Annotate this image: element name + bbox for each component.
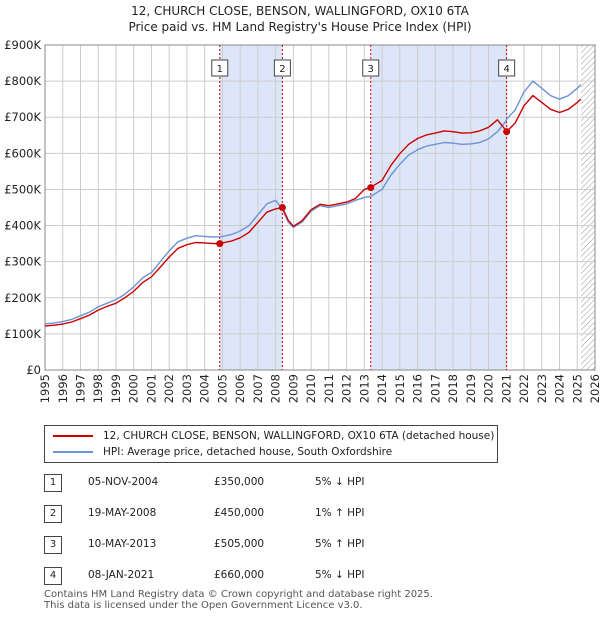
x-tick-label: 2007 xyxy=(251,374,265,403)
x-tick-label: 2000 xyxy=(127,374,141,403)
x-tick-label: 1998 xyxy=(91,374,105,403)
sale-number-box xyxy=(498,59,516,77)
x-tick-label: 2012 xyxy=(340,374,354,403)
sale-number: 1 xyxy=(44,474,62,492)
y-tick-label: £900K xyxy=(4,38,41,52)
x-tick-label: 2021 xyxy=(499,374,513,403)
x-tick-label: 2014 xyxy=(375,374,389,403)
legend-item-hpi: HPI: Average price, detached house, Sout… xyxy=(53,446,392,458)
x-tick-label: 1997 xyxy=(74,374,88,403)
shaded-period xyxy=(219,45,283,370)
x-tick-label: 2022 xyxy=(517,374,531,403)
y-tick-label: £500K xyxy=(4,182,41,196)
future-hatch xyxy=(580,45,595,370)
chart-subtitle: Price paid vs. HM Land Registry's House … xyxy=(128,20,472,34)
sale-point xyxy=(367,184,375,192)
sale-price: £660,000 xyxy=(214,569,265,581)
property-price-line xyxy=(44,94,582,327)
y-tick-label: £0 xyxy=(26,363,41,377)
x-tick-label: 2024 xyxy=(553,374,567,403)
sales-table: 1 05-NOV-2004 £350,000 5% ↓ HPI 2 19-MAY… xyxy=(44,474,424,598)
x-tick-label: 2025 xyxy=(570,374,584,403)
sale-row: 4 08-JAN-2021 £660,000 5% ↓ HPI xyxy=(44,567,424,598)
x-tick-label: 2023 xyxy=(535,374,549,403)
sale-hpi-diff: 5% ↓ HPI xyxy=(315,476,365,488)
sale-number-label: 3 xyxy=(368,64,374,75)
footer-license: This data is licensed under the Open Gov… xyxy=(44,600,363,611)
y-tick-label: £400K xyxy=(4,219,41,233)
x-tick-label: 2011 xyxy=(322,374,336,403)
y-tick-label: £600K xyxy=(4,146,41,160)
y-tick-label: £800K xyxy=(4,74,41,88)
sale-price: £505,000 xyxy=(214,538,265,550)
legend-line-property xyxy=(53,435,93,437)
x-tick-label: 2019 xyxy=(464,374,478,403)
footer: Contains HM Land Registry data © Crown c… xyxy=(44,589,433,611)
price-chart: £0 £100K £200K £300K £400K £500K £600K £700K £80… xyxy=(4,38,600,403)
x-tick-label: 2009 xyxy=(286,374,300,403)
sale-number: 4 xyxy=(44,567,62,585)
x-tick-label: 1995 xyxy=(38,374,52,403)
x-tick-label: 1999 xyxy=(109,374,123,403)
sale-hpi-diff: 1% ↑ HPI xyxy=(315,507,365,519)
x-tick-label: 2005 xyxy=(215,374,229,403)
legend-label-property: 12, CHURCH CLOSE, BENSON, WALLINGFORD, O… xyxy=(103,430,495,442)
x-tick-label: 2018 xyxy=(446,374,460,403)
x-tick-label: 1996 xyxy=(56,374,70,403)
legend: 12, CHURCH CLOSE, BENSON, WALLINGFORD, O… xyxy=(44,425,498,463)
sale-date: 10-MAY-2013 xyxy=(88,538,157,550)
legend-label-hpi: HPI: Average price, detached house, Sout… xyxy=(103,446,393,458)
x-tick-label: 2006 xyxy=(233,374,247,403)
x-tick-label: 2004 xyxy=(198,374,212,403)
hpi-line xyxy=(44,80,582,325)
sale-hpi-diff: 5% ↑ HPI xyxy=(315,538,365,550)
sale-date: 08-JAN-2021 xyxy=(88,569,155,581)
x-tick-label: 2010 xyxy=(304,374,318,403)
sale-row: 2 19-MAY-2008 £450,000 1% ↑ HPI xyxy=(44,505,424,536)
x-tick-label: 2026 xyxy=(588,374,600,403)
y-tick-label: £200K xyxy=(4,291,41,305)
sale-row: 3 10-MAY-2013 £505,000 5% ↑ HPI xyxy=(44,536,424,567)
sale-row: 1 05-NOV-2004 £350,000 5% ↓ HPI xyxy=(44,474,424,505)
footer-copyright: Contains HM Land Registry data © Crown c… xyxy=(44,589,433,600)
sale-date: 19-MAY-2008 xyxy=(88,507,157,519)
sale-hpi-diff: 5% ↓ HPI xyxy=(315,569,365,581)
legend-item-property: 12, CHURCH CLOSE, BENSON, WALLINGFORD, O… xyxy=(53,430,494,442)
x-tick-label: 2020 xyxy=(482,374,496,403)
x-tick-label: 2002 xyxy=(162,374,176,403)
sale-number-box xyxy=(273,59,291,77)
sale-number-label: 1 xyxy=(217,64,223,75)
sale-number-label: 4 xyxy=(503,64,509,75)
sale-number-box xyxy=(362,59,380,77)
sale-number-label: 2 xyxy=(279,64,285,75)
sale-number-box xyxy=(211,59,229,77)
x-tick-label: 2003 xyxy=(180,374,194,403)
x-tick-label: 2017 xyxy=(428,374,442,403)
sale-number: 2 xyxy=(44,505,62,523)
x-tick-label: 2013 xyxy=(357,374,371,403)
y-tick-label: £700K xyxy=(4,110,41,124)
x-tick-label: 2008 xyxy=(269,374,283,403)
shaded-period xyxy=(370,45,507,370)
sale-number: 3 xyxy=(44,536,62,554)
legend-line-hpi xyxy=(53,451,93,453)
plot-frame xyxy=(44,44,596,371)
x-tick-label: 2016 xyxy=(411,374,425,403)
sale-point xyxy=(216,240,224,248)
y-tick-label: £300K xyxy=(4,255,41,269)
sale-date: 05-NOV-2004 xyxy=(88,476,159,488)
sale-point xyxy=(503,128,511,136)
sale-price: £350,000 xyxy=(214,476,265,488)
y-tick-label: £100K xyxy=(4,327,41,341)
chart-title: 12, CHURCH CLOSE, BENSON, WALLINGFORD, O… xyxy=(131,4,469,18)
sale-point xyxy=(278,204,286,211)
x-tick-label: 2001 xyxy=(144,374,158,403)
sale-price: £450,000 xyxy=(214,507,265,519)
x-tick-label: 2015 xyxy=(393,374,407,403)
